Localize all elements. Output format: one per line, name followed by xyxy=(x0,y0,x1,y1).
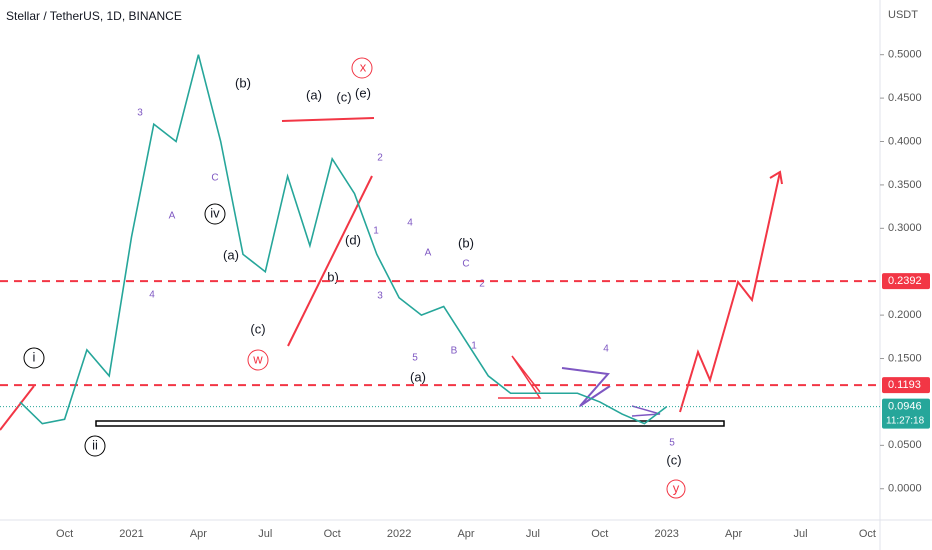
x-tick-label: 2021 xyxy=(119,528,143,540)
y-tick-label: 0.1500 xyxy=(888,352,922,364)
wave-number: 5 xyxy=(412,353,418,364)
y-tick-label: 0.0500 xyxy=(888,439,922,451)
arrow-head xyxy=(769,170,783,185)
y-tick-label: 0.3500 xyxy=(888,179,922,191)
wave-number: C xyxy=(462,259,469,270)
price-tag-label: 0.2392 xyxy=(888,275,922,287)
x-tick-label: Oct xyxy=(324,528,341,540)
trend-line xyxy=(281,117,375,122)
price-tag-label: 0.1193 xyxy=(888,379,921,391)
wave-number: A xyxy=(425,248,432,259)
wave-label: x xyxy=(360,59,367,74)
wave-number: 4 xyxy=(149,290,155,301)
wave-label: (d) xyxy=(345,232,361,247)
annotations: (b) (a) (c) w iv (a) (c) (e) x (d) b) (b… xyxy=(23,57,686,499)
wave-label: (b) xyxy=(235,75,251,90)
wave-label: i xyxy=(33,349,36,364)
wave-number: 5 xyxy=(669,438,675,449)
price-tag xyxy=(882,377,930,394)
wave-number: 4 xyxy=(407,218,413,229)
x-tick-label: Jul xyxy=(793,528,807,540)
price-line xyxy=(19,54,668,425)
wave-number: B xyxy=(451,346,458,357)
price-tag-label: 0.0946 xyxy=(888,401,922,413)
support-box xyxy=(95,420,725,427)
wave-number: 2 xyxy=(479,279,485,290)
wave-label: (c) xyxy=(336,89,351,104)
circle xyxy=(247,349,269,371)
x-tick-label: 2022 xyxy=(387,528,411,540)
wave-label: ii xyxy=(92,437,98,452)
projection xyxy=(679,171,781,413)
wave-label: (c) xyxy=(666,452,681,467)
countdown: 11:27:18 xyxy=(886,415,925,426)
triangle xyxy=(498,355,542,399)
y-tick-label: 0.2000 xyxy=(888,309,922,321)
price-tag xyxy=(882,273,930,290)
y-tick-label: 0.4000 xyxy=(888,135,922,147)
wave-number: 1 xyxy=(373,226,379,237)
wave-number: 4 xyxy=(603,344,609,355)
wave-number: 2 xyxy=(377,153,383,164)
x-tick-label: Jul xyxy=(258,528,272,540)
circle xyxy=(84,435,106,457)
wave-number: A xyxy=(169,211,176,222)
wave-label: (c) xyxy=(250,321,265,336)
y-tick-label: 0.4500 xyxy=(888,92,922,104)
triangle xyxy=(561,367,611,407)
x-tick-label: Oct xyxy=(859,528,876,540)
wave-label: y xyxy=(673,480,680,495)
y-tick-label: 0.5000 xyxy=(888,49,922,61)
circle xyxy=(23,347,45,369)
y-axis-label: USDT xyxy=(888,9,918,21)
chart-title: Stellar / TetherUS, 1D, BINANCE xyxy=(6,9,182,23)
circle xyxy=(204,203,226,225)
wave-label: w xyxy=(252,351,263,366)
x-tick-label: Jul xyxy=(526,528,540,540)
wave-number: 3 xyxy=(137,108,143,119)
wave-label: (a) xyxy=(306,87,322,102)
wave-number: 1 xyxy=(471,341,477,352)
circle xyxy=(351,57,373,79)
x-tick-label: 2023 xyxy=(654,528,678,540)
wave-label: (e) xyxy=(355,85,371,100)
y-tick-label: 0.0000 xyxy=(888,483,922,495)
x-tick-label: Apr xyxy=(457,528,474,540)
y-tick-label: 0.3000 xyxy=(888,222,922,234)
wave-number: 3 xyxy=(377,291,383,302)
wave-number: C xyxy=(211,173,218,184)
x-tick-label: Oct xyxy=(591,528,608,540)
circle xyxy=(666,479,686,499)
x-tick-label: Apr xyxy=(190,528,207,540)
x-tick-label: Apr xyxy=(725,528,742,540)
wave-label: b) xyxy=(327,269,339,284)
trend-line xyxy=(0,385,35,431)
wave-label: (b) xyxy=(458,235,474,250)
price-tag xyxy=(882,398,930,429)
wave-label: (a) xyxy=(223,247,239,262)
wave-label: iv xyxy=(210,205,220,220)
x-tick-label: Oct xyxy=(56,528,73,540)
triangle xyxy=(631,405,661,417)
wave-label: (a) xyxy=(410,369,426,384)
